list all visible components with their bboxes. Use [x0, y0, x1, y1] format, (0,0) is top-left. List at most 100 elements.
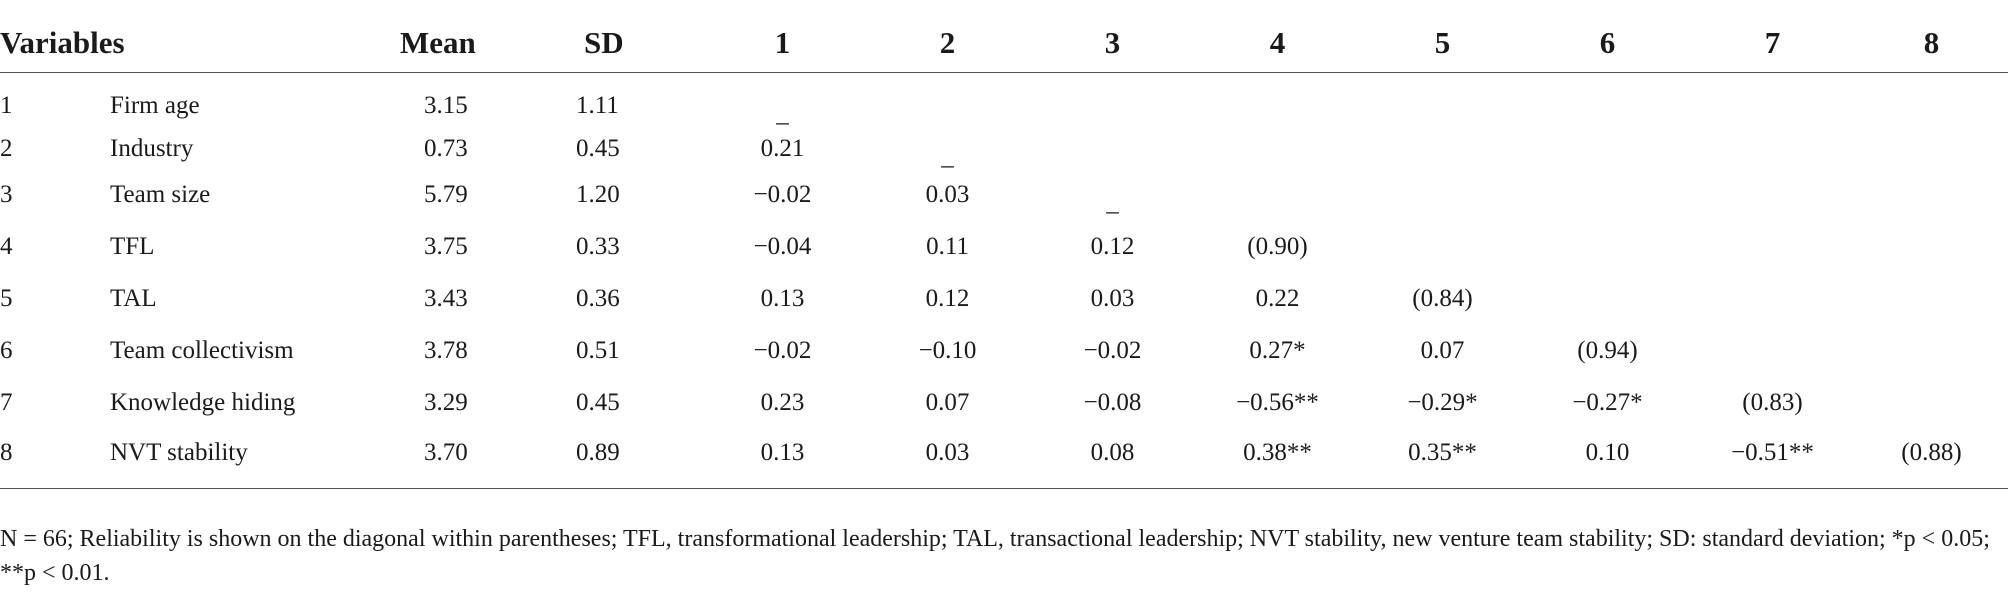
- sd-value: 1.20: [576, 180, 620, 208]
- table-body: 1 Firm age 3.15 1.11 _ 2 Industry 0.73 0.45 0.21 _…: [0, 73, 2008, 489]
- sd-value: 0.89: [576, 439, 620, 467]
- corr-cell-7: [1690, 129, 1855, 169]
- header-sd: SD: [500, 14, 700, 73]
- corr-cell-4: −0.56**: [1236, 388, 1319, 416]
- corr-cell-2: 0.03: [925, 180, 970, 208]
- sd-value: 0.36: [576, 284, 620, 312]
- corr-cell-2: 0.12: [925, 284, 970, 312]
- row-number: 2: [0, 134, 13, 162]
- row-number: 6: [0, 336, 13, 364]
- corr-cell-3: _: [1106, 188, 1119, 216]
- corr-cell-4: (0.90): [1247, 232, 1308, 260]
- variable-name: TFL: [110, 232, 155, 260]
- corr-cell-8: [1855, 73, 2008, 129]
- header-col-2: 2: [865, 14, 1030, 73]
- variable-name: Knowledge hiding: [110, 388, 296, 416]
- corr-cell-7: [1690, 169, 1855, 221]
- corr-cell-8: [1855, 221, 2008, 273]
- variable-name: NVT stability: [110, 439, 248, 467]
- row-number: 5: [0, 284, 13, 312]
- corr-cell-2: 0.07: [925, 388, 970, 416]
- sd-value: 0.33: [576, 232, 620, 260]
- corr-cell-3: 0.08: [1090, 439, 1135, 467]
- corr-cell-7: [1690, 221, 1855, 273]
- corr-cell-2: 0.03: [925, 439, 970, 467]
- corr-cell-1: −0.02: [753, 336, 812, 364]
- corr-cell-5: [1360, 221, 1525, 273]
- table-row: 3 Team size 5.79 1.20 −0.02 0.03 _: [0, 169, 2008, 221]
- corr-cell-8: [1855, 325, 2008, 377]
- variable-name: Firm age: [110, 91, 200, 119]
- corr-cell-1: 0.13: [760, 439, 805, 467]
- corr-cell-8: [1855, 169, 2008, 221]
- table-footnote: N = 66; Reliability is shown on the diag…: [0, 526, 1990, 586]
- table-row: 4 TFL 3.75 0.33 −0.04 0.11 0.12 (0.90): [0, 221, 2008, 273]
- header-col-5: 5: [1360, 14, 1525, 73]
- table-row: 8 NVT stability 3.70 0.89 0.13 0.03 0.08 0.38**…: [0, 429, 2008, 489]
- mean-value: 3.75: [424, 232, 468, 260]
- corr-cell-6: [1525, 169, 1690, 221]
- corr-cell-2: _: [941, 142, 954, 170]
- corr-cell-3: −0.08: [1083, 388, 1142, 416]
- header-col-8: 8: [1855, 14, 2008, 73]
- correlation-table: Variables Mean SD 1 2 3 4 5 6 7 8 1 Firm …: [0, 14, 2008, 489]
- table-row: 2 Industry 0.73 0.45 0.21 _: [0, 129, 2008, 170]
- corr-cell-4: [1195, 73, 1360, 129]
- corr-cell-8: [1855, 377, 2008, 429]
- sd-value: 0.51: [576, 336, 620, 364]
- corr-cell-1: −0.04: [753, 232, 812, 260]
- corr-cell-5: [1360, 129, 1525, 169]
- mean-value: 0.73: [424, 134, 468, 162]
- header-mean: Mean: [400, 14, 500, 73]
- corr-cell-5: [1360, 73, 1525, 129]
- variable-name: Team size: [110, 180, 211, 208]
- corr-cell-1: _: [776, 99, 789, 127]
- header-col-1: 1: [700, 14, 865, 73]
- table-row: 6 Team collectivism 3.78 0.51 −0.02 −0.10 −0.0…: [0, 325, 2008, 377]
- corr-cell-3: [1030, 129, 1195, 169]
- header-row: Variables Mean SD 1 2 3 4 5 6 7 8: [0, 14, 2008, 73]
- row-number: 1: [0, 91, 13, 119]
- sd-value: 1.11: [576, 91, 619, 119]
- corr-cell-1: 0.21: [760, 134, 805, 162]
- corr-cell-3: 0.03: [1090, 284, 1135, 312]
- corr-cell-7: [1690, 273, 1855, 325]
- corr-cell-6: 0.10: [1585, 439, 1630, 467]
- table-row: 5 TAL 3.43 0.36 0.13 0.12 0.03 0.22 (0.84): [0, 273, 2008, 325]
- corr-cell-6: [1525, 221, 1690, 273]
- corr-cell-5: 0.07: [1420, 336, 1465, 364]
- corr-cell-6: [1525, 273, 1690, 325]
- corr-cell-3: 0.12: [1090, 232, 1135, 260]
- corr-cell-1: 0.13: [760, 284, 805, 312]
- header-col-4: 4: [1195, 14, 1360, 73]
- corr-cell-7: (0.83): [1742, 388, 1803, 416]
- row-number: 8: [0, 439, 13, 467]
- corr-cell-8: (0.88): [1901, 439, 1962, 467]
- corr-cell-8: [1855, 129, 2008, 169]
- mean-value: 3.15: [424, 91, 468, 119]
- header-col-7: 7: [1690, 14, 1855, 73]
- variable-name: Team collectivism: [110, 336, 294, 364]
- mean-value: 3.78: [424, 336, 468, 364]
- row-number: 7: [0, 388, 13, 416]
- corr-cell-4: 0.27*: [1249, 336, 1306, 364]
- corr-cell-4: 0.38**: [1243, 439, 1312, 467]
- corr-cell-6: [1525, 73, 1690, 129]
- corr-cell-1: 0.23: [760, 388, 805, 416]
- corr-cell-8: [1855, 273, 2008, 325]
- mean-value: 3.70: [424, 439, 468, 467]
- corr-cell-5: [1360, 169, 1525, 221]
- table-row: 7 Knowledge hiding 3.29 0.45 0.23 0.07 −0.08 −0…: [0, 377, 2008, 429]
- header-col-3: 3: [1030, 14, 1195, 73]
- header-col-6: 6: [1525, 14, 1690, 73]
- variable-name: Industry: [110, 134, 194, 162]
- corr-cell-7: [1690, 325, 1855, 377]
- corr-cell-3: [1030, 73, 1195, 129]
- row-number: 3: [0, 180, 13, 208]
- corr-cell-4: [1195, 129, 1360, 169]
- sd-value: 0.45: [576, 134, 620, 162]
- corr-cell-4: 0.22: [1255, 284, 1300, 312]
- variable-name: TAL: [110, 284, 157, 312]
- corr-cell-6: −0.27*: [1572, 388, 1643, 416]
